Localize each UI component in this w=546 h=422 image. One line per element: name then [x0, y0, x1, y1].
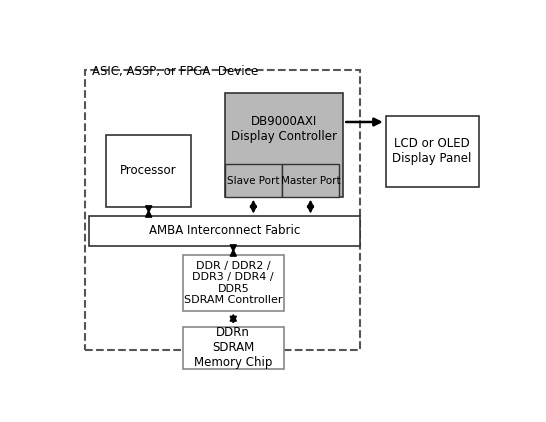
Text: DDRn
SDRAM
Memory Chip: DDRn SDRAM Memory Chip	[194, 327, 272, 369]
Bar	[182, 327, 284, 369]
Text: ASIC, ASSP, or FPGA  Device: ASIC, ASSP, or FPGA Device	[92, 65, 258, 78]
Text: LCD or OLED
Display Panel: LCD or OLED Display Panel	[393, 138, 472, 165]
Text: Processor: Processor	[120, 164, 177, 177]
Text: DB9000AXI
Display Controller: DB9000AXI Display Controller	[231, 115, 337, 143]
Bar	[225, 165, 282, 197]
Bar	[225, 93, 343, 197]
Text: Slave Port: Slave Port	[227, 176, 280, 186]
Bar	[182, 255, 284, 311]
Bar	[385, 116, 479, 187]
Bar	[85, 70, 360, 349]
Text: AMBA Interconnect Fabric: AMBA Interconnect Fabric	[149, 225, 300, 238]
Bar	[90, 216, 360, 246]
Text: Master Port: Master Port	[281, 176, 340, 186]
Bar	[106, 135, 191, 207]
Text: DDR / DDR2 /
DDR3 / DDR4 /
DDR5
SDRAM Controller: DDR / DDR2 / DDR3 / DDR4 / DDR5 SDRAM Co…	[184, 260, 282, 306]
Bar	[282, 165, 339, 197]
